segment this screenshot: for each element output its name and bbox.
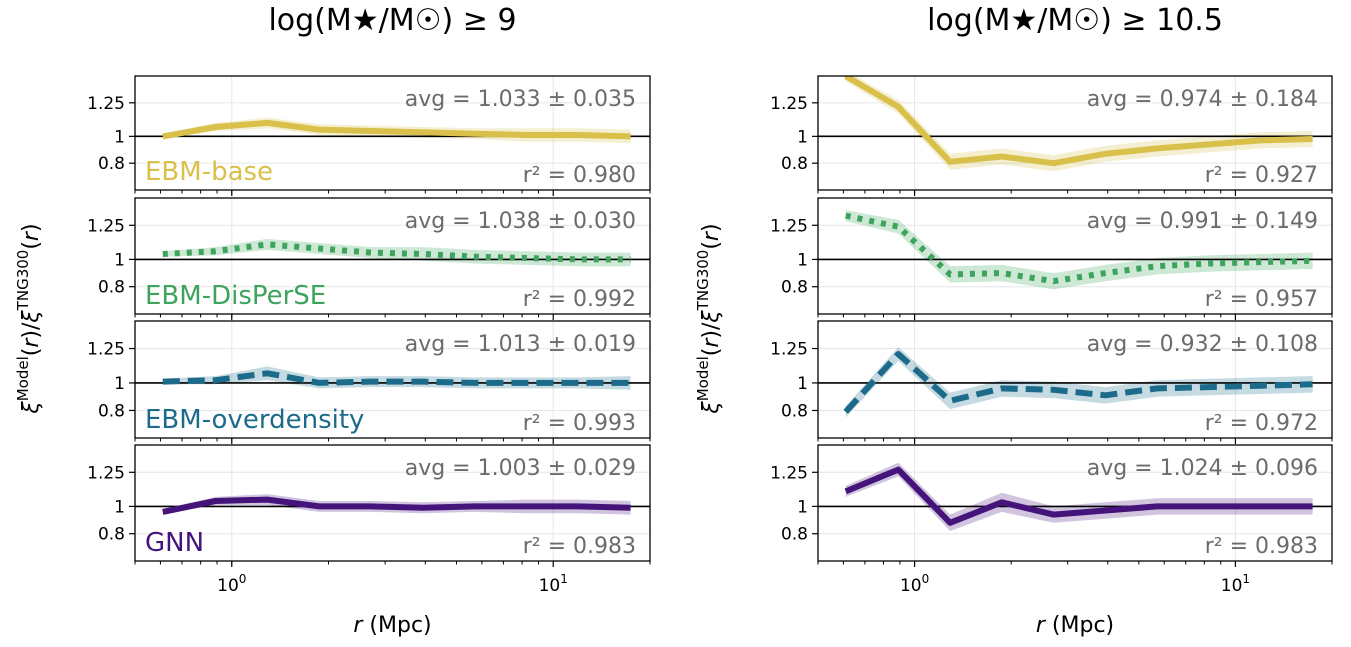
series-line bbox=[844, 466, 1313, 526]
y-tick-label: 0.8 bbox=[98, 154, 125, 174]
y-tick-label: 1 bbox=[797, 497, 808, 517]
column-title-0: log(M★/M☉) ≥ 9 bbox=[268, 3, 516, 38]
series-line bbox=[845, 212, 1313, 285]
avg-annotation: avg = 1.013 ± 0.019 bbox=[405, 332, 636, 357]
y-tick-label: 1 bbox=[114, 250, 125, 270]
avg-annotation: avg = 0.932 ± 0.108 bbox=[1087, 332, 1318, 357]
y-axis-label: ξModel(r)/ξTNG300(r) bbox=[694, 223, 724, 414]
y-tick-label: 1.25 bbox=[87, 463, 125, 483]
panel-1-3: 1.25 1 0.8 avg = 1.024 ± 0.096 r² = 0.983 bbox=[770, 444, 1333, 567]
panel-1-2: 1.25 1 0.8 avg = 0.932 ± 0.108 r² = 0.972 bbox=[770, 320, 1333, 444]
r2-annotation: r² = 0.983 bbox=[1205, 534, 1318, 559]
x-tick-label: 100 bbox=[217, 572, 246, 596]
y-tick-label: 1 bbox=[114, 374, 125, 394]
series-line bbox=[162, 119, 631, 140]
panel-frame bbox=[134, 197, 651, 315]
panel-frame bbox=[134, 320, 651, 439]
r2-annotation: r² = 0.983 bbox=[523, 534, 636, 559]
y-tick-label: 0.8 bbox=[781, 278, 808, 298]
model-label: GNN bbox=[145, 528, 204, 558]
avg-annotation: avg = 1.033 ± 0.035 bbox=[405, 87, 636, 112]
panel-frame bbox=[817, 75, 1333, 191]
r2-annotation: r² = 0.927 bbox=[1205, 163, 1318, 188]
y-tick-label: 1.25 bbox=[87, 216, 125, 236]
y-tick-label: 1.25 bbox=[87, 340, 125, 360]
panel-frame bbox=[134, 75, 651, 191]
panel-0-1: 1.25 1 0.8 avg = 1.038 ± 0.030 r² = 0.992 EBM… bbox=[87, 197, 651, 320]
y-tick-label: 1.25 bbox=[770, 463, 808, 483]
panel-1-0: 1.25 1 0.8 avg = 0.974 ± 0.184 r² = 0.927 bbox=[770, 75, 1333, 196]
avg-annotation: avg = 1.003 ± 0.029 bbox=[405, 456, 636, 481]
column-title-1: log(M★/M☉) ≥ 10.5 bbox=[927, 3, 1223, 38]
y-tick-label: 0.8 bbox=[781, 401, 808, 421]
y-tick-label: 1.25 bbox=[770, 94, 808, 114]
r2-annotation: r² = 0.957 bbox=[1205, 287, 1318, 312]
y-tick-label: 0.8 bbox=[98, 401, 125, 421]
y-axis-label: ξModel(r)/ξTNG300(r) bbox=[14, 223, 44, 414]
uncertainty-band bbox=[162, 238, 631, 267]
y-tick-label: 0.8 bbox=[781, 525, 808, 545]
y-tick-label: 0.8 bbox=[98, 278, 125, 298]
r2-annotation: r² = 0.993 bbox=[523, 411, 636, 436]
y-tick-label: 1 bbox=[797, 127, 808, 147]
x-tick-label: 100 bbox=[900, 572, 929, 596]
model-label: EBM-base bbox=[145, 157, 273, 187]
panel-frame bbox=[817, 197, 1333, 315]
series-line bbox=[162, 370, 631, 386]
series-line bbox=[162, 496, 631, 515]
uncertainty-band bbox=[162, 366, 631, 390]
y-tick-label: 1 bbox=[114, 127, 125, 147]
y-tick-label: 1.25 bbox=[87, 94, 125, 114]
uncertainty-band bbox=[845, 210, 1313, 290]
series-line bbox=[844, 76, 1313, 167]
y-tick-label: 1 bbox=[797, 374, 808, 394]
panel-0-3: 1.25 1 0.8 avg = 1.003 ± 0.029 r² = 0.983 GNN bbox=[87, 444, 651, 567]
r2-annotation: r² = 0.992 bbox=[523, 287, 636, 312]
avg-annotation: avg = 0.991 ± 0.149 bbox=[1087, 209, 1318, 234]
r2-annotation: r² = 0.972 bbox=[1205, 411, 1318, 436]
x-tick-label: 101 bbox=[1221, 572, 1250, 596]
avg-annotation: avg = 1.038 ± 0.030 bbox=[405, 209, 636, 234]
y-tick-label: 1.25 bbox=[770, 216, 808, 236]
avg-annotation: avg = 1.024 ± 0.096 bbox=[1087, 456, 1318, 481]
r2-annotation: r² = 0.980 bbox=[523, 163, 636, 188]
y-tick-label: 1.25 bbox=[770, 340, 808, 360]
y-tick-label: 0.8 bbox=[781, 154, 808, 174]
panel-frame bbox=[817, 320, 1333, 439]
y-tick-label: 1 bbox=[797, 250, 808, 270]
x-axis-label: r (Mpc) bbox=[1036, 613, 1114, 638]
panel-0-2: 1.25 1 0.8 avg = 1.013 ± 0.019 r² = 0.993 EBM… bbox=[87, 320, 651, 444]
x-tick-label: 101 bbox=[539, 572, 568, 596]
y-tick-label: 1 bbox=[114, 497, 125, 517]
model-label: EBM-overdensity bbox=[145, 405, 364, 435]
panel-1-1: 1.25 1 0.8 avg = 0.991 ± 0.149 r² = 0.957 bbox=[770, 197, 1333, 320]
x-axis-label: r (Mpc) bbox=[353, 613, 431, 638]
series-line bbox=[843, 351, 1313, 414]
y-tick-label: 0.8 bbox=[98, 525, 125, 545]
avg-annotation: avg = 0.974 ± 0.184 bbox=[1087, 87, 1318, 112]
model-label: EBM-DisPerSE bbox=[145, 281, 326, 311]
panel-frame bbox=[134, 444, 651, 562]
uncertainty-band bbox=[845, 462, 1313, 531]
panel-0-0: 1.25 1 0.8 avg = 1.033 ± 0.035 r² = 0.980 EBM… bbox=[87, 75, 651, 196]
panel-frame bbox=[817, 444, 1333, 562]
